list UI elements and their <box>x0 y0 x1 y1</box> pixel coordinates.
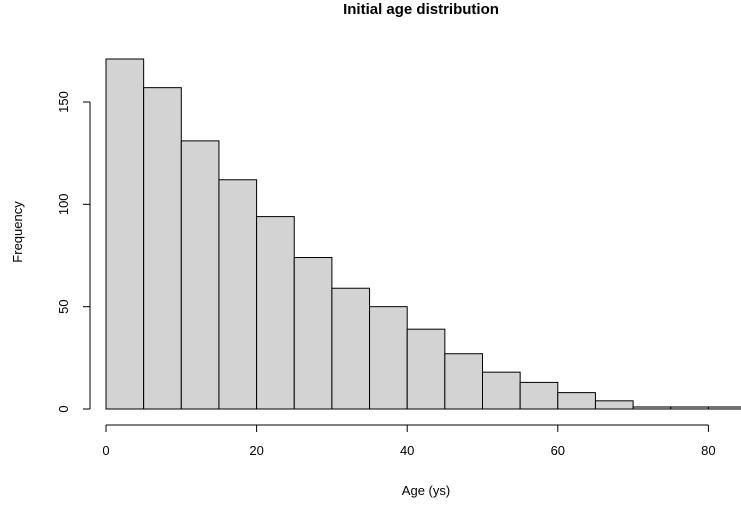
chart-title: Initial age distribution <box>343 1 499 18</box>
histogram-bar-5-10 <box>143 87 182 410</box>
histogram-bar-40-45 <box>406 328 446 410</box>
histogram-bar-15-20 <box>218 179 258 410</box>
x-axis-label: Age (ys) <box>402 483 450 498</box>
histogram-bar-55-60 <box>519 381 559 410</box>
x-axis: 0 20 40 60 80 <box>102 424 716 458</box>
histogram-bar-20-25 <box>256 216 295 410</box>
histogram-bar-65-70 <box>594 400 634 410</box>
x-tick-label-40: 40 <box>400 443 414 458</box>
histogram-bar-50-55 <box>482 371 521 410</box>
x-tick-label-80: 80 <box>701 443 715 458</box>
histogram-bar-25-30 <box>293 257 333 410</box>
histogram-bar-45-50 <box>444 353 484 410</box>
x-tick-label-0: 0 <box>102 443 109 458</box>
x-tick-label-20: 20 <box>249 443 263 458</box>
histogram-bar-10-15 <box>180 140 220 410</box>
y-tick-label-100: 100 <box>56 193 71 215</box>
x-tick-label-60: 60 <box>551 443 565 458</box>
y-axis-label: Frequency <box>10 201 25 263</box>
histogram-bar-60-65 <box>557 392 596 410</box>
histogram-bar-0-5 <box>105 58 145 410</box>
y-axis: 0 50 100 150 <box>56 91 91 413</box>
y-tick-label-0: 0 <box>56 405 71 412</box>
histogram-bar-75-80 <box>670 406 709 410</box>
histogram-bar-80-85 <box>707 406 741 410</box>
histogram-bar-30-35 <box>331 287 371 410</box>
y-tick-label-150: 150 <box>56 91 71 113</box>
histogram-bar-35-40 <box>369 306 408 410</box>
bars-group <box>105 58 741 410</box>
histogram-bar-70-75 <box>632 406 672 410</box>
y-tick-label-50: 50 <box>56 299 71 313</box>
